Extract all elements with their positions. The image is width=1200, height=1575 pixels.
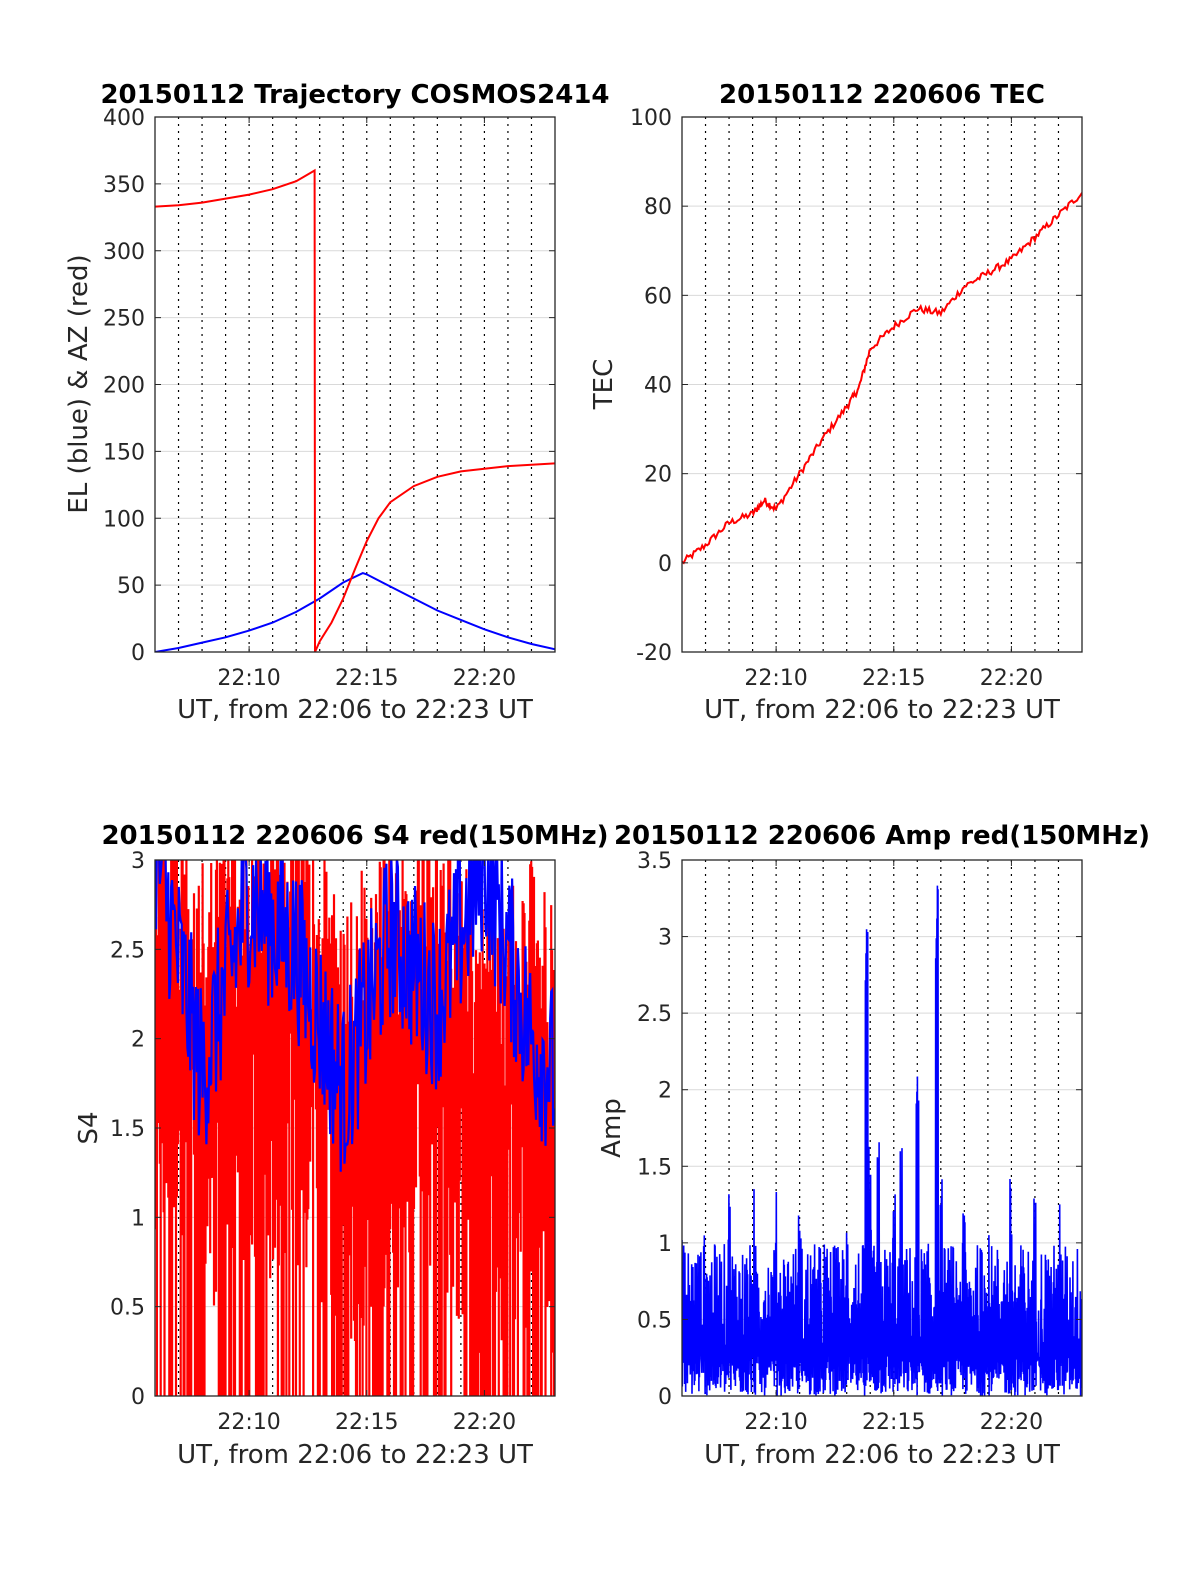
y-axis-label: S4 — [74, 1111, 104, 1144]
x-tick-label: 22:15 — [335, 1410, 398, 1435]
y-tick-label: 20 — [644, 463, 672, 488]
plot-title: 20150112 Trajectory COSMOS2414 — [100, 80, 609, 110]
plot-title: 20150112 220606 S4 red(150MHz) — [101, 821, 608, 851]
y-tick-label: 60 — [644, 284, 672, 309]
x-tick-label: 22:10 — [744, 666, 807, 691]
y-axis-label: Amp — [597, 1098, 627, 1158]
series-line — [682, 192, 1082, 565]
series-bars — [155, 860, 555, 1396]
y-tick-label: 400 — [103, 106, 145, 131]
x-tick-label: 22:15 — [335, 666, 398, 691]
y-tick-label: 40 — [644, 374, 672, 399]
y-tick-label: 100 — [103, 507, 145, 532]
plot-title: 20150112 220606 Amp red(150MHz) — [614, 821, 1150, 851]
x-tick-label: 22:10 — [744, 1410, 807, 1435]
series-line — [155, 572, 555, 652]
x-axis-label: UT, from 22:06 to 22:23 UT — [177, 1440, 533, 1470]
x-axis-label: UT, from 22:06 to 22:23 UT — [704, 695, 1060, 725]
y-tick-label: 1.5 — [637, 1155, 672, 1180]
series-line — [155, 168, 555, 652]
series-line — [682, 885, 1082, 1396]
x-tick-label: 22:20 — [980, 1410, 1043, 1435]
x-tick-label: 22:10 — [217, 1410, 280, 1435]
x-tick-label: 22:10 — [217, 666, 280, 691]
subplot-amp: 20150112 220606 Amp red(150MHz) 0 0.5 1 1.5… — [597, 821, 1150, 1470]
subplot-s4: 20150112 220606 S4 red(150MHz) 0 0.5 1 1.5 2… — [74, 821, 609, 1470]
y-tick-label: 0.5 — [110, 1296, 145, 1321]
series-line — [155, 860, 555, 1172]
y-tick-label: 0 — [131, 641, 145, 666]
x-tick-label: 22:15 — [862, 666, 925, 691]
y-axis-label: TEC — [589, 359, 619, 410]
y-tick-label: 50 — [117, 574, 145, 599]
x-axis-label: UT, from 22:06 to 22:23 UT — [704, 1440, 1060, 1470]
subplot-trajectory: 20150112 Trajectory COSMOS2414 0 50 100 150… — [64, 80, 610, 725]
y-tick-label: 3 — [658, 926, 672, 951]
y-tick-label: 80 — [644, 195, 672, 220]
y-tick-label: 2.5 — [637, 1002, 672, 1027]
y-tick-label: 1 — [658, 1232, 672, 1257]
y-tick-label: 0.5 — [637, 1308, 672, 1333]
y-tick-label: 100 — [630, 106, 672, 131]
y-tick-label: -20 — [636, 641, 672, 666]
x-tick-label: 22:20 — [980, 666, 1043, 691]
y-tick-label: 2 — [131, 1028, 145, 1053]
x-axis-label: UT, from 22:06 to 22:23 UT — [177, 695, 533, 725]
y-tick-label: 300 — [103, 240, 145, 265]
y-tick-label: 350 — [103, 173, 145, 198]
y-tick-label: 1 — [131, 1206, 145, 1231]
y-tick-label: 2 — [658, 1079, 672, 1104]
y-tick-label: 2.5 — [110, 938, 145, 963]
axes-frame — [681, 859, 1083, 1397]
y-axis-label: EL (blue) & AZ (red) — [64, 254, 94, 513]
y-tick-label: 3 — [131, 849, 145, 874]
y-tick-label: 0 — [131, 1385, 145, 1410]
y-tick-label: 150 — [103, 440, 145, 465]
x-tick-label: 22:20 — [453, 666, 516, 691]
y-tick-label: 250 — [103, 307, 145, 332]
subplot-tec: 20150112 220606 TEC -20 0 20 40 60 80 100 22:10… — [589, 80, 1083, 725]
y-tick-label: 200 — [103, 374, 145, 399]
y-tick-label: 1.5 — [110, 1117, 145, 1142]
y-tick-label: 0 — [658, 1385, 672, 1410]
plot-title: 20150112 220606 TEC — [719, 80, 1045, 110]
x-tick-label: 22:15 — [862, 1410, 925, 1435]
y-tick-label: 0 — [658, 552, 672, 577]
y-tick-label: 3.5 — [637, 849, 672, 874]
x-tick-label: 22:20 — [453, 1410, 516, 1435]
